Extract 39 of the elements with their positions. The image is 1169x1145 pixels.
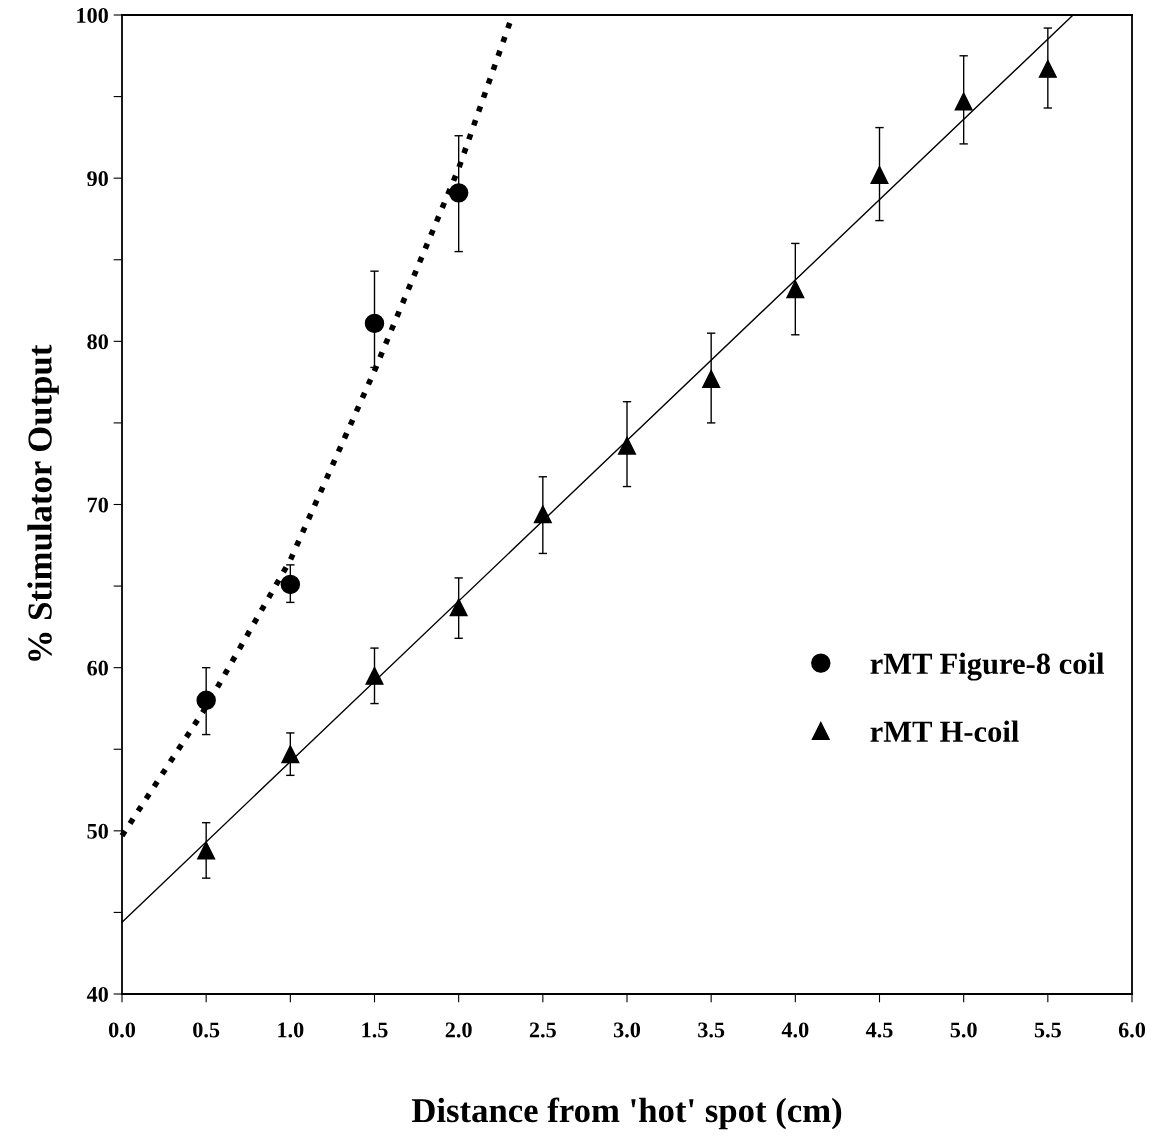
- y-tick-label: 40: [86, 986, 108, 1002]
- point: [196, 690, 216, 711]
- point: [197, 841, 216, 860]
- x-tick-label: 1.0: [278, 1022, 304, 1038]
- point: [786, 280, 805, 299]
- y-tick-label: 60: [87, 660, 108, 676]
- point: [870, 165, 889, 184]
- point: [449, 598, 468, 617]
- y-tick-label: 80: [87, 334, 108, 350]
- y-axis-title: % Stimulator Output: [27, 344, 59, 661]
- x-tick-label: 5.0: [950, 1022, 977, 1038]
- point: [365, 666, 384, 685]
- point: [702, 369, 721, 388]
- y-tick-label: 90: [87, 171, 108, 187]
- point: [617, 436, 637, 455]
- point: [281, 745, 300, 764]
- x-tick-label: 6.0: [1118, 1022, 1146, 1038]
- y-tick-label: 100: [77, 7, 108, 23]
- point: [533, 505, 552, 524]
- point: [448, 183, 469, 203]
- x-tick-label: 2.0: [445, 1022, 472, 1038]
- y-tick-label: 70: [87, 497, 108, 513]
- x-tick-label: 1.5: [362, 1022, 388, 1038]
- legend-label: rMT H-coil: [870, 720, 1019, 742]
- x-tick-label: 4.0: [781, 1022, 809, 1038]
- x-tick-label: 5.5: [1034, 1022, 1061, 1038]
- x-tick-label: 4.5: [865, 1022, 893, 1038]
- x-tick-label: 0.0: [108, 1022, 136, 1038]
- x-tick-label: 0.5: [193, 1022, 220, 1038]
- x-tick-label: 2.5: [529, 1022, 556, 1038]
- point: [280, 574, 301, 595]
- legend-label: rMT Figure-8 coil: [870, 652, 1104, 681]
- y-tick-label: 50: [87, 823, 108, 839]
- x-axis-title: Distance from 'hot' spot (cm): [411, 1097, 842, 1130]
- x-tick-label: 3.5: [698, 1022, 725, 1038]
- point: [1038, 59, 1057, 78]
- x-tick-label: 3.0: [613, 1022, 641, 1038]
- point: [364, 313, 385, 334]
- point: [954, 92, 973, 111]
